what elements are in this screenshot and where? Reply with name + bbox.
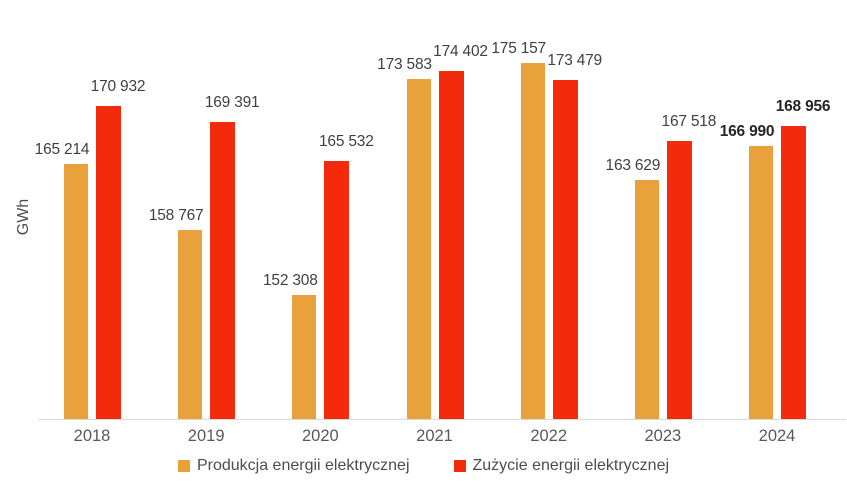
bar-produkcja-2024 xyxy=(749,146,774,420)
value-label-produkcja-2024: 166 990 xyxy=(719,123,775,140)
value-label-zuzycie-2024: 168 956 xyxy=(775,98,831,115)
bar-zuzycie-2020 xyxy=(324,161,350,420)
value-label-zuzycie-2019: 169 391 xyxy=(204,94,260,111)
bar-produkcja-2019 xyxy=(178,230,203,420)
x-axis-label-2021: 2021 xyxy=(416,427,453,445)
x-axis-label-2024: 2024 xyxy=(758,427,796,445)
value-label-zuzycie-2018: 170 932 xyxy=(90,78,146,95)
bar-zuzycie-2018 xyxy=(96,106,121,420)
legend-label-produkcja: Produkcja energii elektrycznej xyxy=(196,457,410,474)
legend-item-produkcja: Produkcja energii elektrycznej xyxy=(177,457,410,475)
bar-zuzycie-2019 xyxy=(210,122,236,420)
bar-zuzycie-2023 xyxy=(666,141,692,420)
x-axis-label-2023: 2023 xyxy=(644,427,682,445)
x-axis-label-2020: 2020 xyxy=(301,427,339,445)
legend-item-zuzycie: Zużycie energii elektrycznej xyxy=(453,457,670,475)
value-label-produkcja-2018: 165 214 xyxy=(34,141,90,158)
value-label-produkcja-2021: 173 583 xyxy=(377,56,432,73)
x-axis-line xyxy=(38,419,846,420)
value-label-zuzycie-2022: 173 479 xyxy=(547,52,602,69)
value-label-produkcja-2020: 152 308 xyxy=(263,272,318,289)
bar-zuzycie-2022 xyxy=(552,80,578,420)
x-axis-label-2019: 2019 xyxy=(187,427,225,445)
bar-produkcja-2020 xyxy=(292,295,317,420)
value-label-zuzycie-2020: 165 532 xyxy=(319,133,374,150)
x-axis-label-2022: 2022 xyxy=(530,427,568,445)
x-axis-label-2018: 2018 xyxy=(73,427,111,445)
bar-zuzycie-2024 xyxy=(781,126,807,420)
produkcja-swatch-icon xyxy=(177,460,190,472)
bar-produkcja-2023 xyxy=(634,180,659,420)
bar-zuzycie-2021 xyxy=(438,71,464,420)
value-label-produkcja-2022: 175 157 xyxy=(491,40,546,57)
bar-produkcja-2022 xyxy=(520,63,545,420)
value-label-zuzycie-2023: 167 518 xyxy=(661,113,717,130)
value-label-produkcja-2019: 158 767 xyxy=(148,207,204,224)
bar-produkcja-2021 xyxy=(406,79,431,420)
zuzycie-swatch-icon xyxy=(453,460,466,472)
legend-label-zuzycie: Zużycie energii elektrycznej xyxy=(472,457,670,474)
legend: Produkcja energii elektrycznej Zużycie e… xyxy=(0,457,847,475)
bar-produkcja-2018 xyxy=(64,164,88,420)
value-label-zuzycie-2021: 174 402 xyxy=(433,43,488,60)
value-label-produkcja-2023: 163 629 xyxy=(605,157,661,174)
